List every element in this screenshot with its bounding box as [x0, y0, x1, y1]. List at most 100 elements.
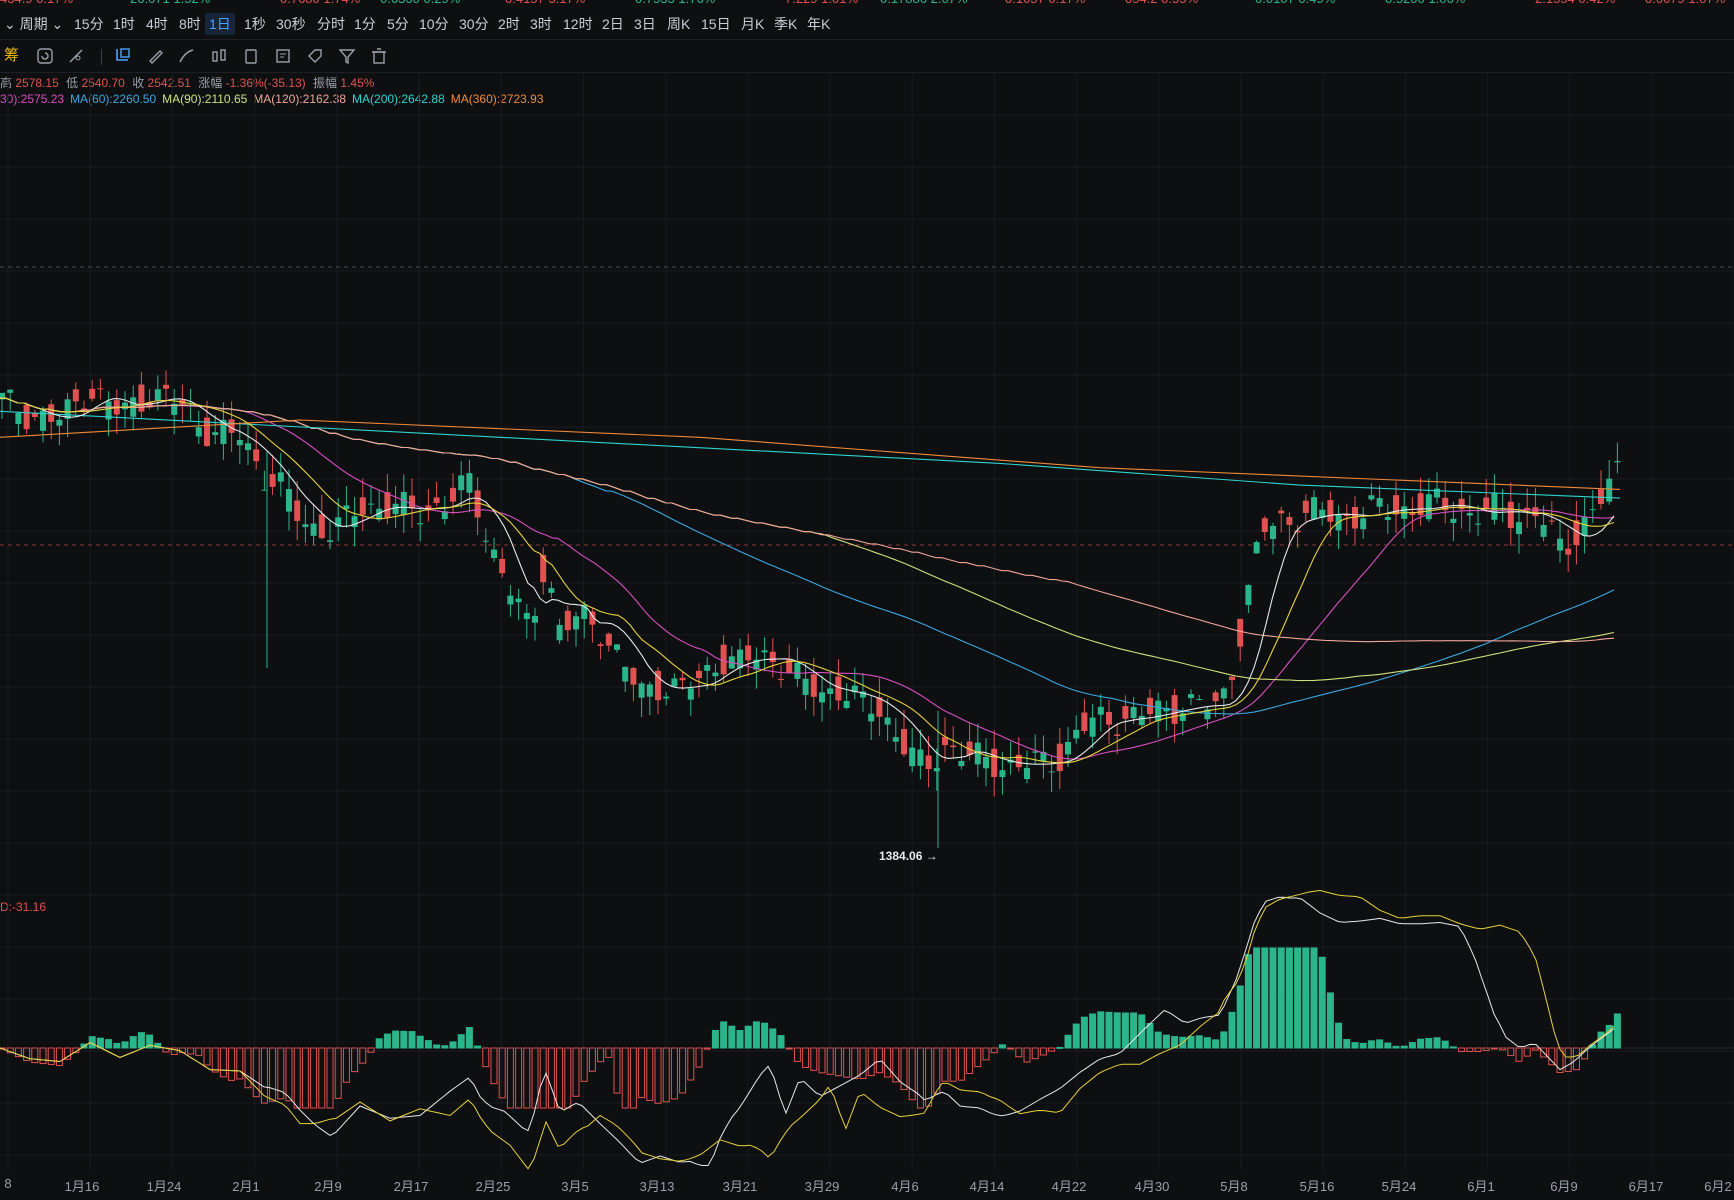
ticker-item[interactable]: 0.7533 1.76% — [635, 0, 715, 6]
tag-icon[interactable] — [305, 46, 325, 66]
candle-body — [540, 554, 547, 583]
candle-body — [1360, 518, 1367, 530]
macd-bar — [679, 1047, 687, 1094]
note-icon[interactable] — [273, 46, 293, 66]
macd-bar — [564, 1047, 572, 1109]
candle-body — [450, 487, 456, 502]
candle-body — [138, 384, 145, 412]
ticker-item[interactable]: 26.071 1.52% — [130, 0, 210, 6]
candle-body — [819, 692, 825, 703]
period-11[interactable]: 10分 — [419, 16, 449, 32]
period-6[interactable]: 1秒 — [244, 16, 266, 32]
period-8[interactable]: 分时 — [317, 16, 345, 32]
candle-body — [581, 604, 588, 620]
period-7[interactable]: 30秒 — [276, 16, 306, 32]
pen-icon[interactable] — [145, 46, 165, 66]
candle-body — [327, 540, 333, 542]
period-14[interactable]: 3时 — [530, 16, 552, 32]
candle-body — [1614, 461, 1621, 463]
chip-button[interactable]: 筹 — [4, 46, 22, 66]
candle-body — [89, 388, 96, 399]
period-15[interactable]: 12时 — [563, 16, 593, 32]
period-20[interactable]: 月K — [741, 16, 765, 32]
ticker-item[interactable]: 0.1057 0.17% — [1005, 0, 1085, 6]
macd-bar — [1294, 947, 1302, 1049]
x-tick-label: 4月30 — [1134, 1179, 1170, 1194]
trash-icon[interactable] — [369, 46, 389, 66]
brush-icon[interactable] — [177, 46, 197, 66]
candle-icon[interactable] — [209, 46, 229, 66]
period-2[interactable]: 1时 — [113, 16, 135, 32]
macd-bar — [408, 1031, 416, 1049]
period-5[interactable]: 1日 — [205, 13, 235, 35]
macd-bar — [113, 1042, 121, 1049]
period-12[interactable]: 30分 — [459, 16, 489, 32]
candle-body — [786, 659, 793, 673]
ticker-item[interactable]: 054.2 0.55% — [1125, 0, 1198, 6]
ticker-item[interactable]: 0.4157 3.17% — [505, 0, 585, 6]
ticker-item[interactable]: 0.0079 1.07% — [1645, 0, 1725, 6]
macd-bar — [1458, 1047, 1466, 1052]
ticker-item[interactable]: 0.6360 0.29% — [380, 0, 460, 6]
select-icon[interactable] — [113, 46, 133, 66]
candle-body — [1376, 498, 1383, 507]
ma-legend-item: MA(200):2642.88 — [352, 92, 445, 106]
candle-body — [892, 737, 899, 742]
ruler-icon[interactable] — [241, 46, 261, 66]
candle-body — [1557, 538, 1563, 551]
ticker-item[interactable]: 0.0107 0.49% — [1255, 0, 1335, 6]
period-10[interactable]: 5分 — [387, 16, 409, 32]
macd-bar — [1359, 1042, 1367, 1049]
candle-body — [1163, 707, 1170, 712]
period-21[interactable]: 季K — [774, 16, 798, 32]
macd-bar — [1310, 947, 1318, 1049]
macd-bar — [105, 1039, 113, 1049]
period-dropdown[interactable]: ⌄ 周期 ⌄ — [4, 16, 64, 32]
candle-body — [950, 745, 957, 748]
macd-bar — [572, 1047, 580, 1097]
macd-bar — [433, 1044, 441, 1049]
candle-body — [1302, 500, 1309, 513]
ticker-item[interactable]: 0.5200 1.06% — [1385, 0, 1465, 6]
candle-body — [794, 662, 801, 679]
period-17[interactable]: 3日 — [634, 16, 656, 32]
macd-bar — [1212, 1039, 1220, 1049]
period-1[interactable]: 15分 — [74, 16, 104, 32]
ticker-item[interactable]: 2.1554 0.42% — [1535, 0, 1615, 6]
macd-bar — [1105, 1011, 1113, 1049]
candle-body — [1294, 530, 1301, 533]
macd-bar — [269, 1047, 277, 1102]
period-18[interactable]: 周K — [667, 16, 691, 32]
magic-line-icon[interactable] — [66, 46, 86, 66]
x-tick-label: 2月1 — [232, 1179, 260, 1194]
period-16[interactable]: 2日 — [602, 16, 624, 32]
macd-bar — [1171, 1036, 1179, 1049]
macd-bar — [933, 1047, 941, 1094]
candle-body — [1073, 729, 1080, 739]
macd-bar — [277, 1047, 285, 1100]
period-9[interactable]: 1分 — [354, 16, 376, 32]
candle-body — [122, 402, 128, 410]
candle-body — [942, 736, 948, 746]
amp-label: 振幅 — [313, 76, 338, 90]
filter-icon[interactable] — [337, 46, 357, 66]
ticker-item[interactable]: 7.229 1.01% — [785, 0, 858, 6]
ticker-item[interactable]: 0.7680 1.74% — [280, 0, 360, 6]
ticker-item[interactable]: 0.17886 2.07% — [880, 0, 967, 6]
refresh-icon[interactable] — [35, 46, 55, 66]
period-19[interactable]: 15日 — [701, 16, 731, 32]
candle-body — [1434, 488, 1440, 498]
macd-bar — [236, 1047, 244, 1080]
candle-body — [1245, 584, 1252, 606]
macd-bar — [670, 1047, 678, 1100]
macd-bar — [638, 1047, 646, 1099]
macd-bar — [1326, 992, 1334, 1049]
period-4[interactable]: 8时 — [179, 16, 201, 32]
period-22[interactable]: 年K — [807, 16, 831, 32]
macd-bar — [818, 1047, 826, 1074]
macd-bar — [892, 1047, 900, 1083]
period-13[interactable]: 2时 — [498, 16, 520, 32]
ticker-item[interactable]: 434.9 0.17% — [0, 0, 73, 6]
period-3[interactable]: 4时 — [146, 16, 168, 32]
